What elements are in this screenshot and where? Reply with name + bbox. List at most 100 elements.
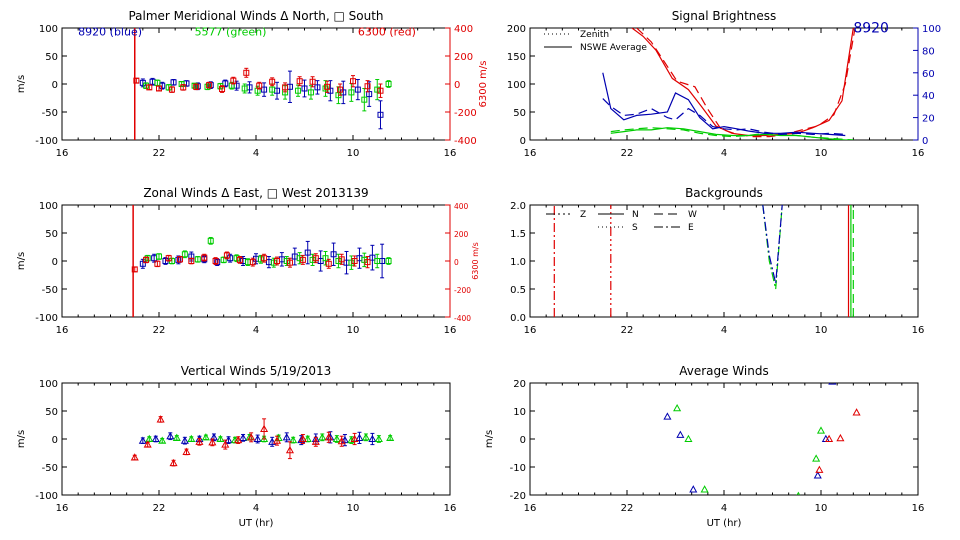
data-line	[610, 127, 854, 140]
data-point	[156, 415, 165, 423]
data-point	[206, 82, 213, 89]
series-5577-nswe	[610, 127, 854, 140]
data-point	[194, 256, 201, 263]
legend-label: Zenith	[580, 30, 609, 40]
data-point	[307, 89, 314, 96]
data-point	[350, 78, 356, 85]
data-point	[191, 82, 198, 89]
y2-tick-label: 80	[922, 46, 935, 57]
plot-frame	[529, 382, 919, 496]
y-tick-label: -100	[35, 491, 58, 502]
y-tick-label: 150	[507, 52, 526, 63]
data-point	[158, 436, 167, 444]
data-point	[230, 77, 237, 84]
data-point	[143, 256, 150, 263]
y-tick-label: 1.5	[510, 229, 526, 240]
series-8920-blue-	[139, 240, 386, 279]
data-point	[234, 435, 243, 444]
y-tick-label: -100	[35, 313, 58, 324]
data-point	[350, 434, 359, 443]
series-6300-red-	[131, 251, 371, 273]
data-point	[180, 436, 189, 444]
y-axis-label: m/s	[484, 430, 495, 448]
series-6300-red-	[130, 415, 359, 467]
data-point	[216, 434, 225, 443]
y-tick-label: -50	[42, 108, 58, 119]
y-tick-label: -50	[42, 463, 58, 474]
data-line	[762, 205, 783, 284]
series-5577-green-	[143, 79, 392, 112]
y-tick-label: 0	[52, 80, 58, 91]
data-point	[187, 434, 196, 443]
plot-area	[553, 205, 854, 317]
y2-tick-label: -400	[454, 136, 477, 147]
y-tick-label: -100	[35, 136, 58, 147]
data-point	[361, 96, 368, 103]
data-point	[337, 437, 346, 445]
data-point	[684, 434, 693, 443]
series-8920-nswe	[602, 72, 846, 137]
data-point	[385, 81, 392, 87]
data-point	[852, 408, 861, 416]
data-line	[602, 98, 846, 136]
x-tick-label: 4	[253, 503, 259, 514]
series-8920-zenith	[602, 98, 846, 136]
data-point	[253, 434, 262, 443]
data-point	[201, 254, 208, 261]
data-point	[165, 255, 172, 262]
y2-tick-label: 200	[454, 52, 473, 63]
plot-frame	[529, 204, 919, 318]
series-6300-nswe	[631, 28, 854, 137]
data-point	[295, 87, 302, 94]
chart-title: Vertical Winds 5/19/2013	[181, 364, 332, 378]
data-point	[289, 435, 298, 444]
data-point	[351, 258, 358, 264]
data-point	[364, 259, 371, 266]
x-tick-label: 16	[444, 503, 457, 514]
data-point	[241, 85, 248, 92]
data-point	[212, 258, 219, 264]
data-point	[146, 84, 153, 91]
x-tick-label: 10	[815, 503, 828, 514]
data-point	[298, 434, 307, 443]
y-tick-label: 0	[52, 435, 58, 446]
y2-tick-label: -200	[454, 108, 477, 119]
data-point	[364, 83, 371, 90]
data-point	[180, 84, 187, 91]
data-point	[796, 491, 801, 495]
plot-area	[130, 415, 395, 467]
y-tick-label: 1.0	[510, 257, 526, 268]
x-tick-label: 4	[253, 148, 259, 159]
data-point	[355, 433, 364, 441]
data-point	[304, 249, 311, 256]
data-point	[154, 79, 161, 86]
chart-title: Average Winds	[679, 364, 769, 378]
y2-tick-label: 400	[454, 202, 469, 211]
data-point	[207, 237, 214, 244]
data-point	[209, 433, 219, 441]
data-point	[303, 434, 312, 443]
data-point	[318, 433, 327, 441]
chart-title: Palmer Meridional Winds Δ North, □ South	[128, 9, 383, 23]
data-point	[178, 81, 185, 87]
y-tick-label: 100	[39, 24, 58, 35]
data-point	[172, 433, 181, 441]
data-point	[337, 86, 344, 93]
y-tick-label: -50	[42, 285, 58, 296]
data-point	[139, 260, 146, 267]
series-green-spike	[762, 205, 783, 290]
data-point	[219, 86, 226, 93]
data-point	[312, 255, 319, 262]
data-point	[813, 471, 822, 479]
series-8920-blue-	[663, 383, 837, 493]
x-tick-label: 16	[912, 148, 925, 159]
x-tick-label: 22	[621, 148, 634, 159]
data-point	[188, 258, 195, 264]
data-point	[151, 434, 160, 443]
data-point	[354, 86, 361, 93]
data-point	[236, 256, 243, 263]
y2-tick-label: 60	[922, 69, 935, 80]
